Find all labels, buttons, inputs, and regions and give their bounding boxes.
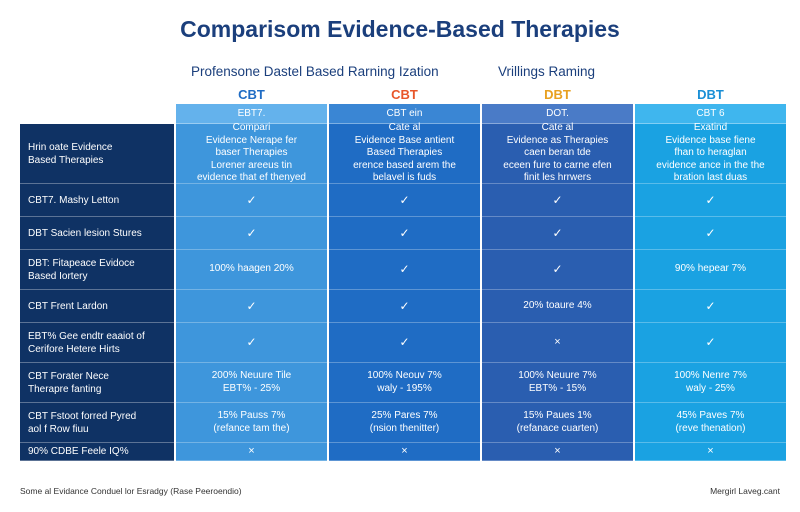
- table-cell: ✓: [176, 217, 327, 250]
- column-header-1: CBT: [176, 84, 327, 104]
- table-cell: ✓: [635, 290, 786, 323]
- column-header-3: DBT: [482, 84, 633, 104]
- table-cell: ×: [635, 443, 786, 461]
- description-cell-1: Compari Evidence Nerape fer baser Therap…: [176, 122, 327, 184]
- table-cell: ✓: [329, 290, 480, 323]
- footer-credit: Mergirl Laveg.cant: [710, 486, 780, 496]
- column-subheader-3: DOT.: [482, 104, 633, 124]
- table-cell: 200% Neuure Tile EBT% - 25%: [176, 363, 327, 403]
- row-label: CBT Fstoot forred Pyred aol f Row fiuu: [20, 403, 174, 443]
- table-cell: 25% Pares 7% (nsion thenitter): [329, 403, 480, 443]
- table-cell: 100% haagen 20%: [176, 250, 327, 290]
- table-cell: ×: [329, 443, 480, 461]
- table-cell: ✓: [482, 250, 633, 290]
- table-cell: ×: [482, 443, 633, 461]
- column-header-4: DBT: [635, 84, 786, 104]
- table-cell: 100% Nenre 7% waly - 25%: [635, 363, 786, 403]
- table-cell: 90% hepear 7%: [635, 250, 786, 290]
- table-cell: ×: [176, 443, 327, 461]
- column-subheader-4: CBT 6: [635, 104, 786, 124]
- table-cell: ✓: [176, 290, 327, 323]
- column-header-2: CBT: [329, 84, 480, 104]
- table-cell: 15% Paues 1% (refanace cuarten): [482, 403, 633, 443]
- description-cell-4: Exatind Evidence base fiene fhan to hera…: [635, 122, 786, 184]
- column-subheader-1: EBT7.: [176, 104, 327, 124]
- table-cell: ✓: [176, 323, 327, 363]
- table-cell: 15% Pauss 7% (refance tam the): [176, 403, 327, 443]
- table-cell: 100% Neuure 7% EBT% - 15%: [482, 363, 633, 403]
- table-cell: 100% Neouv 7% waly - 195%: [329, 363, 480, 403]
- row-label: EBT% Gee endtr eaaiot of Cerifore Hetere…: [20, 323, 174, 363]
- row-label: CBT Frent Lardon: [20, 290, 174, 323]
- table-cell: 20% toaure 4%: [482, 290, 633, 323]
- table-cell: ×: [482, 323, 633, 363]
- table-cell: ✓: [176, 184, 327, 217]
- subtitle-left: Profensone Dastel Based Rarning Ization: [191, 64, 439, 79]
- corner-blank-2: [20, 104, 174, 124]
- description-cell-3: Cate al Evidence as Therapies caen beran…: [482, 122, 633, 184]
- table-cell: ✓: [482, 184, 633, 217]
- row-label: CBT Forater Nece Therapre fanting: [20, 363, 174, 403]
- row-label: 90% CDBE Feele IQ%: [20, 443, 174, 461]
- footer-source: Some al Evidance Conduel lor Esradgy (Ra…: [20, 486, 242, 496]
- corner-blank: [20, 84, 174, 104]
- row-label: DBT Sacien lesion Stures: [20, 217, 174, 250]
- row-label: CBT7. Mashy Letton: [20, 184, 174, 217]
- table-cell: ✓: [329, 217, 480, 250]
- subtitle-right: Vrillings Raming: [498, 64, 596, 79]
- table-cell: ✓: [635, 217, 786, 250]
- description-cell-2: Cate al Evidence Base antient Based Ther…: [329, 122, 480, 184]
- row-label: DBT: Fitapeace Evidoce Based Iortery: [20, 250, 174, 290]
- row-label-description: Hrin oate Evidence Based Therapies: [20, 124, 174, 184]
- table-cell: ✓: [329, 323, 480, 363]
- page-title: Comparisom Evidence-Based Therapies: [180, 16, 620, 42]
- table-cell: ✓: [635, 323, 786, 363]
- table-cell: ✓: [329, 184, 480, 217]
- table-cell: 45% Paves 7% (reve thenation): [635, 403, 786, 443]
- column-subheader-2: CBT ein: [329, 104, 480, 124]
- table-cell: ✓: [482, 217, 633, 250]
- comparison-table: CBT CBT DBT DBT EBT7. CBT ein DOT. CBT 6…: [20, 84, 786, 461]
- table-cell: ✓: [329, 250, 480, 290]
- table-cell: ✓: [635, 184, 786, 217]
